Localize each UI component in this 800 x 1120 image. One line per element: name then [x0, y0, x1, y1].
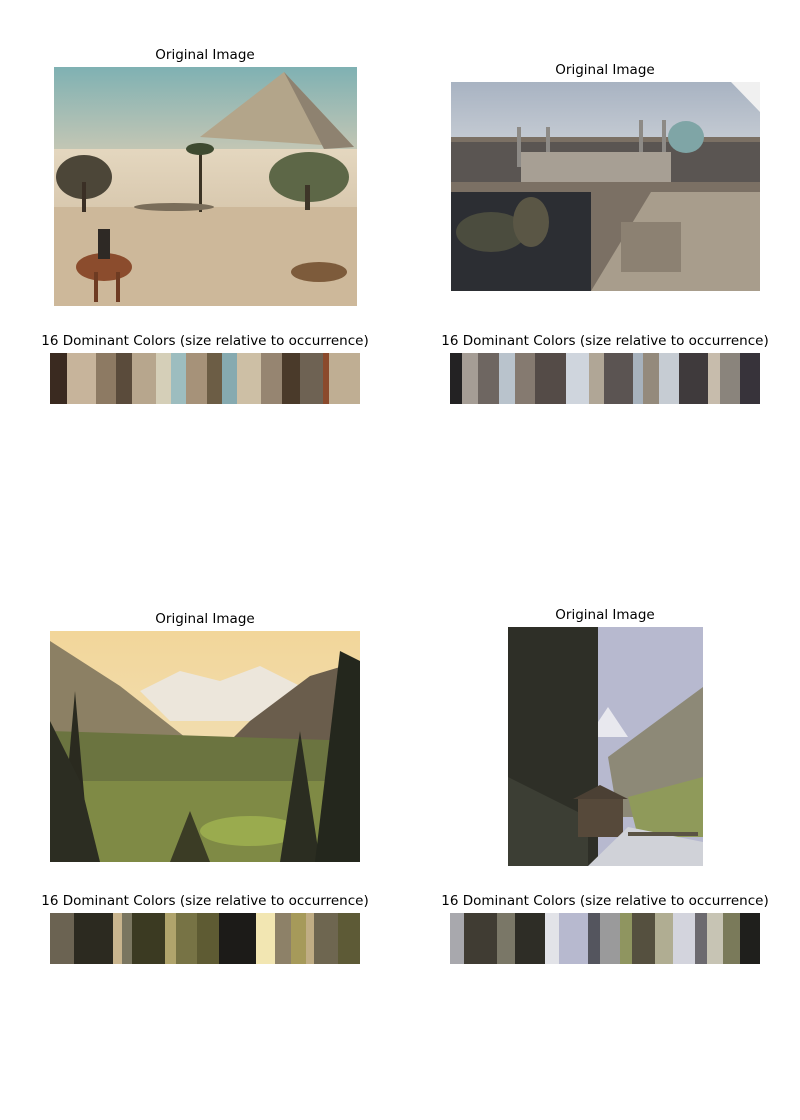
color-swatch	[659, 353, 680, 404]
color-swatch	[113, 913, 123, 964]
color-swatch	[672, 913, 696, 964]
image-title: Original Image	[155, 611, 255, 627]
palette-title: 16 Dominant Colors (size relative to occ…	[441, 333, 769, 349]
color-swatch	[337, 913, 360, 964]
color-swatch	[196, 913, 219, 964]
color-swatch	[739, 913, 760, 964]
color-swatch	[116, 353, 132, 404]
color-swatch	[450, 353, 462, 404]
palette-bar	[50, 913, 360, 964]
color-swatch	[306, 913, 314, 964]
color-swatch	[170, 353, 187, 404]
color-swatch	[632, 353, 643, 404]
color-swatch	[237, 353, 262, 404]
image-title: Original Image	[555, 607, 655, 623]
color-swatch	[206, 353, 223, 404]
photo-pyramid-desert	[54, 67, 357, 306]
color-swatch	[723, 913, 740, 964]
palette-title: 16 Dominant Colors (size relative to occ…	[41, 893, 369, 909]
color-swatch	[131, 913, 166, 964]
color-swatch	[679, 353, 708, 404]
color-swatch	[739, 353, 760, 404]
color-swatch	[514, 913, 546, 964]
color-swatch	[478, 353, 499, 404]
color-swatch	[559, 913, 588, 964]
color-swatch	[707, 913, 724, 964]
palette-title: 16 Dominant Colors (size relative to occ…	[441, 893, 769, 909]
color-swatch	[155, 353, 171, 404]
color-swatch	[122, 913, 132, 964]
color-swatch	[261, 353, 282, 404]
color-swatch	[274, 913, 292, 964]
palette-title: 16 Dominant Colors (size relative to occ…	[41, 333, 369, 349]
color-swatch	[50, 353, 68, 404]
photo-alpine-hut	[508, 627, 703, 866]
color-swatch	[642, 353, 660, 404]
color-swatch	[322, 353, 330, 404]
color-swatch	[589, 353, 605, 404]
color-swatch	[461, 353, 479, 404]
palette-bar	[50, 353, 360, 404]
color-swatch	[95, 353, 117, 404]
color-swatch	[464, 913, 497, 964]
color-swatch	[165, 913, 177, 964]
color-swatch	[515, 353, 536, 404]
color-swatch	[300, 353, 323, 404]
color-swatch	[707, 353, 720, 404]
photo-mountain-valley	[50, 631, 360, 862]
color-swatch	[255, 913, 275, 964]
color-swatch	[281, 353, 301, 404]
image-title: Original Image	[155, 47, 255, 63]
color-swatch	[719, 353, 740, 404]
color-swatch	[498, 353, 516, 404]
color-swatch	[218, 913, 256, 964]
palette-bar	[450, 913, 760, 964]
color-swatch	[74, 913, 114, 964]
color-swatch	[535, 353, 566, 404]
photo-mosque-city	[451, 82, 760, 291]
color-swatch	[67, 353, 96, 404]
color-swatch	[186, 353, 207, 404]
color-swatch	[632, 913, 655, 964]
color-swatch	[313, 913, 338, 964]
color-swatch	[604, 353, 633, 404]
color-swatch	[565, 353, 590, 404]
color-swatch	[599, 913, 621, 964]
color-swatch	[291, 913, 307, 964]
color-swatch	[50, 913, 75, 964]
color-swatch	[496, 913, 515, 964]
color-swatch	[222, 353, 238, 404]
color-swatch	[620, 913, 633, 964]
color-swatch	[131, 353, 156, 404]
palette-bar	[450, 353, 760, 404]
color-swatch	[176, 913, 197, 964]
color-swatch	[654, 913, 673, 964]
color-swatch	[587, 913, 600, 964]
color-swatch	[695, 913, 708, 964]
image-title: Original Image	[555, 62, 655, 78]
color-swatch	[329, 353, 360, 404]
color-swatch	[450, 913, 465, 964]
color-swatch	[545, 913, 560, 964]
